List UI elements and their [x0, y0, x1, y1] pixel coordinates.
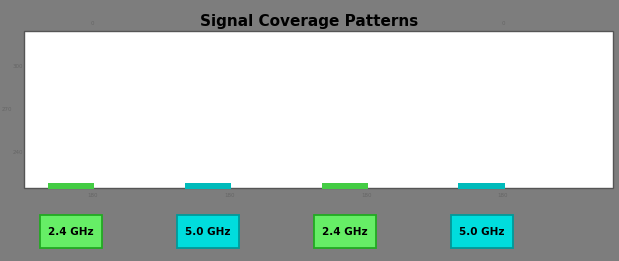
Text: Signal Coverage Patterns: Signal Coverage Patterns	[201, 14, 418, 29]
Text: 5.0 GHz: 5.0 GHz	[185, 227, 231, 237]
Text: 2.4 GHz: 2.4 GHz	[322, 227, 368, 237]
Text: 2.4 GHz: 2.4 GHz	[48, 227, 94, 237]
Text: 5.0 GHz: 5.0 GHz	[459, 227, 504, 237]
